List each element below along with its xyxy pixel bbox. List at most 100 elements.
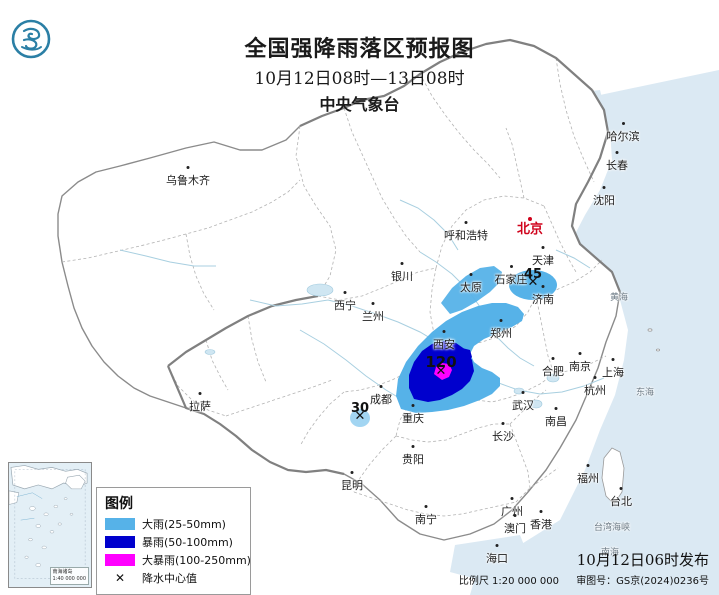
city-dot-icon: [554, 407, 558, 410]
footer-line: 比例尺 1:20 000 000 审图号：GS京(2024)0236号: [459, 572, 709, 587]
legend-item: 大暴雨(100-250mm): [105, 552, 251, 568]
city-name: 石家庄: [494, 273, 528, 286]
city-name: 济南: [532, 293, 554, 306]
city-label: 哈尔滨: [606, 122, 640, 144]
city-dot-icon: [541, 285, 545, 288]
city-label: 合肥: [542, 357, 564, 379]
city-label: 长春: [606, 151, 628, 173]
city-dot-icon: [499, 319, 503, 322]
city-label: 乌鲁木齐: [166, 166, 210, 188]
city-name: 合肥: [542, 365, 564, 378]
city-name: 广州: [501, 505, 523, 518]
city-name: 沈阳: [593, 194, 615, 207]
city-dot-icon: [424, 505, 428, 508]
city-name: 贵阳: [402, 453, 424, 466]
city-name: 西安: [433, 338, 455, 351]
city-name: 南昌: [545, 415, 567, 428]
city-dot-icon: [510, 497, 514, 500]
city-label: 澳门: [504, 514, 526, 536]
city-label: 台北: [610, 487, 632, 509]
city-name: 澳门: [504, 522, 526, 535]
legend-item: ✕ 降水中心值: [105, 570, 243, 586]
city-label: 拉萨: [189, 392, 211, 414]
city-dot-icon: [350, 471, 354, 474]
city-name: 呼和浩特: [444, 229, 488, 242]
city-label: 贵阳: [402, 445, 424, 467]
inset-scale-title: 南海诸岛: [52, 569, 73, 575]
city-label: 天津: [532, 246, 554, 268]
city-name: 长沙: [492, 430, 514, 443]
city-name: 南京: [569, 360, 591, 373]
city-dot-icon: [521, 391, 525, 394]
city-label: 呼和浩特: [444, 221, 488, 243]
city-label: 杭州: [584, 376, 606, 398]
city-label: 南昌: [545, 407, 567, 429]
city-label: 济南: [532, 285, 554, 307]
city-label: 西宁: [334, 291, 356, 313]
city-label: 石家庄: [494, 265, 528, 287]
city-name: 上海: [602, 366, 624, 379]
city-name: 哈尔滨: [606, 130, 640, 143]
legend-color-swatch: [105, 518, 135, 530]
legend-item-label: 大暴雨(100-250mm): [142, 554, 251, 567]
scale-label: 比例尺 1:20 000 000: [458, 576, 559, 587]
city-dot-icon: [619, 487, 623, 490]
city-name: 太原: [460, 281, 482, 294]
city-label: 西安: [433, 330, 455, 352]
city-label: 南宁: [415, 505, 437, 527]
city-dot-icon: [551, 357, 555, 360]
legend-x-icon: ✕: [114, 571, 126, 585]
legend-item: 大雨(25-50mm): [105, 516, 243, 532]
city-name: 长春: [606, 159, 628, 172]
city-name: 兰州: [362, 310, 384, 323]
legend-item-label: 暴雨(50-100mm): [142, 536, 233, 549]
city-label: 上海: [602, 358, 624, 380]
legend-item: 暴雨(50-100mm): [105, 534, 243, 550]
legend-color-swatch: [105, 554, 135, 566]
south-china-sea-inset: 南海诸岛 1:40 000 000: [8, 462, 92, 588]
legend-title: 图例: [105, 496, 133, 512]
city-dot-icon: [611, 358, 615, 361]
lakes: [204, 283, 560, 409]
sea-label: 南海: [600, 548, 620, 558]
city-dot-icon: [539, 510, 543, 513]
city-label: 银川: [391, 262, 413, 284]
city-dot-icon: [602, 186, 606, 189]
city-dot-icon: [442, 330, 446, 333]
city-dot-icon: [495, 544, 499, 547]
city-label: 兰州: [362, 302, 384, 324]
city-dot-icon: [593, 376, 597, 379]
city-label: 郑州: [490, 319, 512, 341]
city-name: 西宁: [334, 299, 356, 312]
national-boundary: [166, 38, 622, 476]
cma-logo: [11, 19, 51, 59]
city-label: 太原: [460, 273, 482, 295]
city-dot-icon: [621, 122, 625, 125]
sea-label: 东海: [635, 388, 655, 398]
city-dot-icon: [343, 291, 347, 294]
city-dot-icon: [186, 166, 190, 169]
legend-item-label: 大雨(25-50mm): [142, 518, 226, 531]
city-label: 海口: [486, 544, 508, 566]
city-name: 南宁: [415, 513, 437, 526]
city-dot-icon: [464, 221, 468, 224]
islands: [601, 328, 661, 505]
city-dot-icon: [509, 265, 513, 268]
city-name: 台北: [610, 495, 632, 508]
rain-area-severe: [434, 363, 452, 380]
city-dot-icon: [411, 404, 415, 407]
city-name: 郑州: [490, 327, 512, 340]
inset-scale-value: 1:40 000 000: [52, 576, 87, 582]
legend-color-swatch: [105, 536, 135, 548]
city-dot-icon: [527, 217, 532, 221]
city-label: 香港: [530, 510, 552, 532]
sea-label: 黄海: [609, 293, 629, 303]
city-label: 福州: [577, 464, 599, 486]
city-dot-icon: [379, 385, 383, 388]
city-name: 香港: [530, 518, 552, 531]
city-dot-icon: [469, 273, 473, 276]
legend-box: 图例 大雨(25-50mm) 暴雨(50-100mm) 大暴雨(100-250mm)…: [96, 487, 251, 595]
city-dot-icon: [586, 464, 590, 467]
city-dot-icon: [615, 151, 619, 154]
